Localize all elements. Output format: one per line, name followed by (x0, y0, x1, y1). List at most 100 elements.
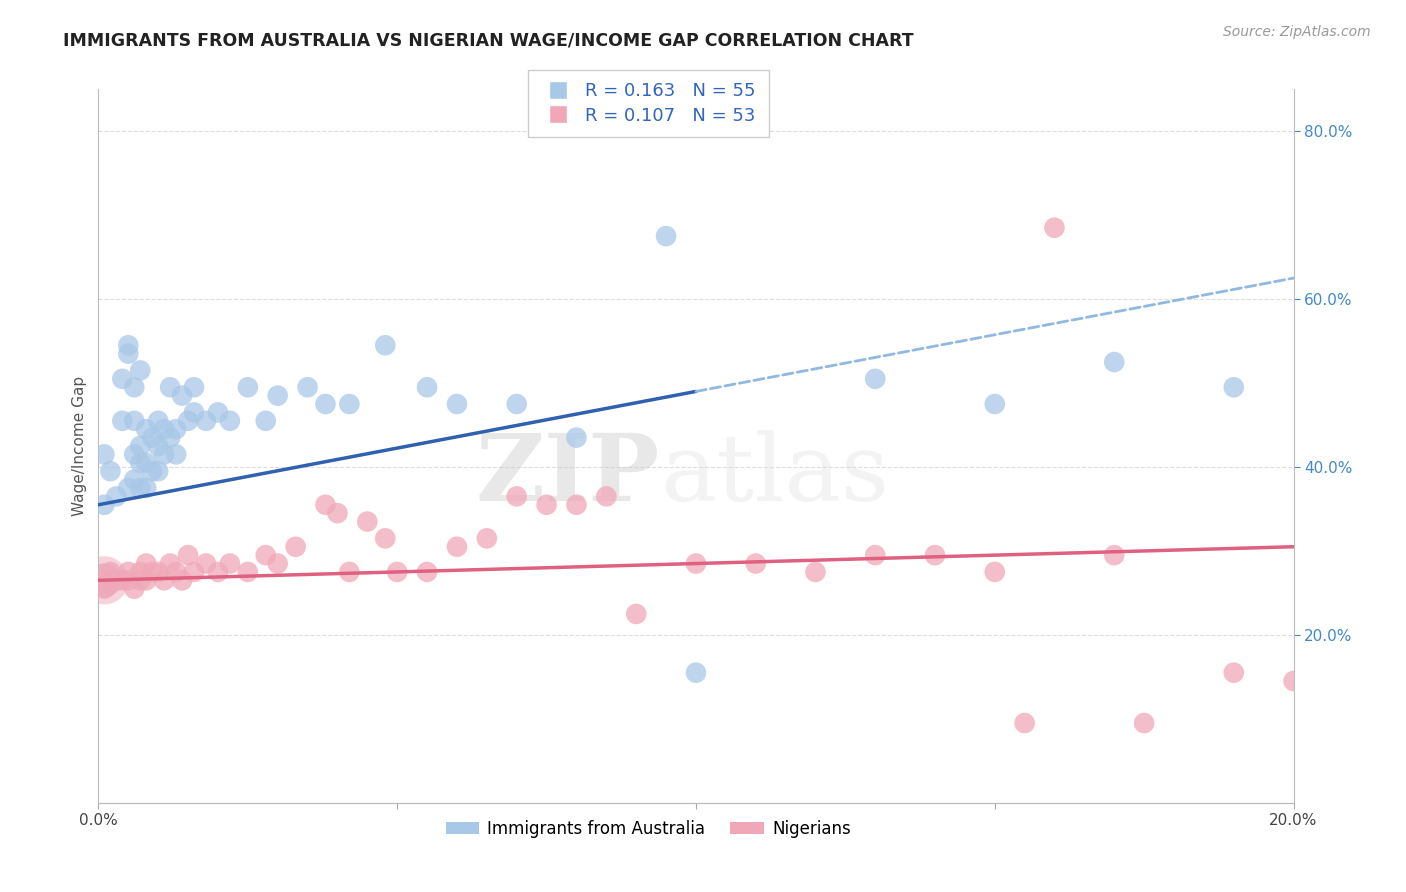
Point (506, 489, 529, 503)
Text: IMMIGRANTS FROM AUSTRALIA VS NIGERIAN WAGE/INCOME GAP CORRELATION CHART: IMMIGRANTS FROM AUSTRALIA VS NIGERIAN WA… (63, 31, 914, 49)
Point (129, 439, 152, 453)
Point (165, 422, 187, 436)
Point (148, 464, 170, 478)
Point (141, 464, 163, 478)
Point (446, 397, 468, 411)
Point (254, 414, 277, 428)
Point (148, 439, 170, 453)
Point (595, 489, 617, 503)
Point (207, 405, 229, 419)
Point (446, 540, 468, 554)
Point (195, 557, 218, 571)
Point (141, 565, 163, 579)
Point (129, 481, 152, 495)
Point (105, 489, 128, 503)
Point (1133, 716, 1156, 731)
Point (153, 574, 176, 588)
Point (135, 557, 157, 571)
Point (135, 456, 157, 470)
Point (183, 405, 205, 419)
Point (148, 565, 170, 579)
Point (177, 414, 200, 428)
Point (98, 464, 122, 478)
Point (416, 380, 439, 394)
Point (1223, 380, 1246, 394)
Legend: Immigrants from Australia, Nigerians: Immigrants from Australia, Nigerians (439, 814, 858, 845)
Point (183, 565, 205, 579)
Point (117, 574, 139, 588)
Point (117, 346, 139, 360)
Point (172, 389, 194, 403)
Point (475, 532, 498, 546)
Point (172, 574, 194, 588)
Point (93, 574, 115, 588)
Point (219, 414, 242, 428)
Point (98, 565, 122, 579)
Point (685, 665, 707, 680)
Point (159, 380, 181, 394)
Point (267, 389, 290, 403)
Point (315, 397, 337, 411)
Point (236, 380, 259, 394)
Point (315, 498, 337, 512)
Point (1223, 665, 1246, 680)
Point (177, 548, 200, 562)
Point (565, 431, 588, 445)
Point (284, 540, 307, 554)
Point (297, 380, 319, 394)
Point (129, 363, 152, 377)
Point (207, 565, 229, 579)
Point (565, 498, 588, 512)
Point (195, 414, 218, 428)
Point (159, 431, 181, 445)
Point (655, 229, 678, 244)
Point (159, 557, 181, 571)
Text: ZIP: ZIP (475, 430, 661, 519)
Text: atlas: atlas (661, 430, 890, 519)
Point (804, 565, 827, 579)
Point (1104, 548, 1126, 562)
Point (685, 557, 707, 571)
Point (117, 565, 139, 579)
Point (153, 422, 176, 436)
Y-axis label: Wage/Income Gap: Wage/Income Gap (72, 376, 87, 516)
Point (183, 380, 205, 394)
Point (745, 557, 768, 571)
Point (135, 422, 157, 436)
Point (124, 582, 146, 596)
Point (105, 574, 128, 588)
Point (117, 338, 139, 352)
Point (236, 565, 259, 579)
Point (1043, 220, 1066, 235)
Point (93, 574, 115, 588)
Point (626, 607, 648, 621)
Point (374, 338, 396, 352)
Point (219, 557, 242, 571)
Point (135, 481, 157, 495)
Point (865, 372, 887, 386)
Point (1282, 674, 1305, 689)
Point (984, 397, 1007, 411)
Point (111, 414, 134, 428)
Point (165, 447, 187, 461)
Point (356, 515, 378, 529)
Point (111, 372, 134, 386)
Point (984, 565, 1007, 579)
Point (416, 565, 439, 579)
Point (267, 557, 290, 571)
Point (924, 548, 946, 562)
Point (124, 414, 146, 428)
Point (141, 431, 163, 445)
Point (254, 548, 277, 562)
Point (117, 481, 139, 495)
Point (1104, 355, 1126, 369)
Point (124, 447, 146, 461)
Point (339, 397, 361, 411)
Point (129, 456, 152, 470)
Point (339, 565, 361, 579)
Point (865, 548, 887, 562)
Point (111, 574, 134, 588)
Point (129, 574, 152, 588)
Point (536, 498, 558, 512)
Point (326, 506, 349, 520)
